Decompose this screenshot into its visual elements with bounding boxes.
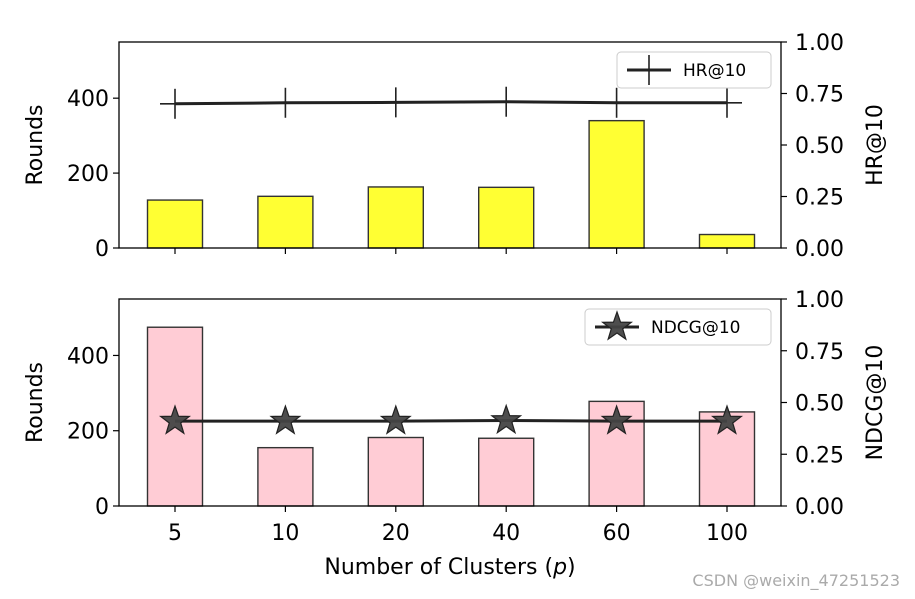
legend: NDCG@10 [584,308,772,346]
bar-60 [588,119,645,249]
legend-box [584,308,772,346]
series-marker-10 [269,404,302,435]
legend: HR@10 [616,51,772,89]
bar-10 [257,446,314,507]
x-tick-label: 10 [271,521,299,546]
series-marker-60 [601,87,632,118]
series-marker-100 [710,404,744,435]
right-tick-label: 0.00 [795,237,844,262]
bar-20 [367,436,424,507]
legend-marker [600,310,634,341]
x-axis-label: Number of Clusters (p) [324,555,575,580]
left-tick-label: 200 [67,162,109,187]
left-tick-label: 0 [95,495,109,520]
right-y-axis-label: HR@10 [863,104,888,186]
bottom-panel: 0 200 400 0.00 0.25 0.50 0.75 1.00 5 10 20 40 60 100 R… [23,288,888,546]
series-marker-40 [490,403,523,435]
series-marker-60 [600,404,633,435]
legend-label: HR@10 [683,61,746,81]
x-tick-label: 60 [603,521,631,546]
series-line-NDCG@10 [175,418,727,423]
right-tick-label: 0.25 [795,186,844,211]
x-tick-label: 40 [492,521,520,546]
right-tick-label: 1.00 [795,288,844,313]
bar-10 [257,195,314,249]
bar-5 [146,199,204,249]
legend-label: NDCG@10 [651,318,740,338]
left-tick-label: 400 [67,344,109,369]
right-tick-label: 0.75 [795,340,844,365]
series-marker-20 [379,404,412,435]
x-tick-label: 20 [382,521,410,546]
right-tick-label: 0.50 [795,134,844,159]
x-tick-label: 100 [706,521,748,546]
left-y-axis-label: Rounds [23,104,48,185]
series-marker-10 [270,87,301,118]
watermark: CSDN @weixin_47251523 [692,571,900,591]
left-tick-label: 0 [95,237,109,262]
right-tick-label: 0.00 [795,495,844,520]
bar-100 [698,233,756,249]
series-marker-5 [158,404,192,435]
left-y-axis-label: Rounds [23,362,48,443]
series-line-HR@10 [174,100,727,106]
bar-40 [478,437,535,507]
left-tick-label: 400 [67,87,109,112]
series-marker-20 [380,87,411,118]
series-marker-40 [491,86,522,117]
left-tick-label: 200 [67,420,109,445]
legend-marker [634,55,664,85]
x-tick-label: 5 [168,521,182,546]
right-tick-label: 0.75 [795,83,844,108]
legend-box [616,51,772,89]
right-y-axis-label: NDCG@10 [863,345,888,461]
right-tick-label: 1.00 [795,31,844,56]
right-tick-label: 0.50 [795,392,844,417]
series-marker-5 [160,88,190,119]
top-panel: 0 200 400 0.00 0.25 0.50 0.75 1.00 Rounds HR@10 HR… [23,31,888,262]
series-marker-100 [712,87,742,118]
bar-40 [478,186,535,249]
bar-20 [367,186,424,249]
right-tick-label: 0.25 [795,443,844,468]
